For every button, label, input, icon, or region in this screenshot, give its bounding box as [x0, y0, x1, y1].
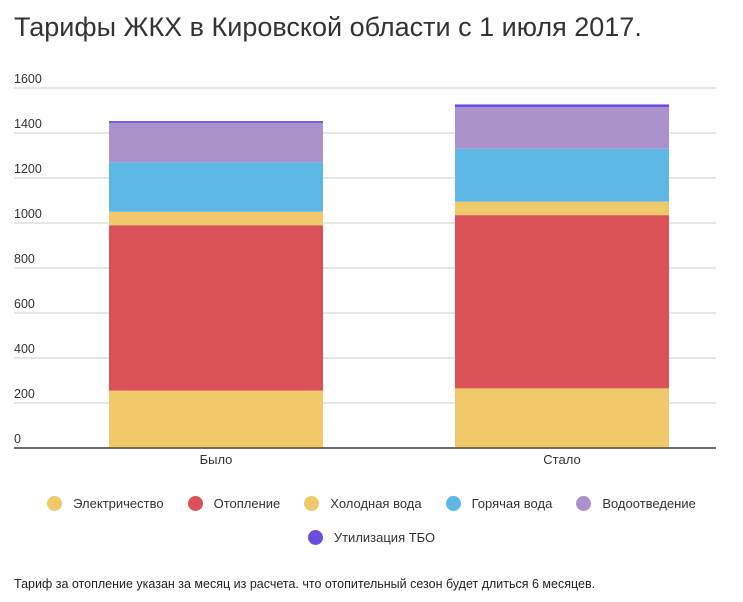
legend-label-cold-water: Холодная вода: [330, 495, 422, 511]
chart-area: 0 200 400 600 800 1000 1200 1400 1600 Было Стало: [14, 72, 716, 467]
bar-segment-0-1[interactable]: [109, 225, 323, 391]
legend-row-2: Утилизация ТБО: [0, 520, 743, 554]
legend-label-waste: Утилизация ТБО: [333, 529, 436, 545]
legend: Электричество Отопление Холодная вода Го…: [0, 486, 743, 554]
legend-swatch-cold-water: [304, 495, 320, 511]
bar-segment-0-5[interactable]: [109, 121, 323, 123]
legend-item-heating[interactable]: Отопление: [187, 488, 281, 518]
legend-swatch-waste: [307, 529, 323, 545]
x-tick-label-1: Стало: [543, 452, 580, 467]
y-tick-label-1400: 1400: [14, 117, 42, 131]
y-tick-label-0: 0: [14, 432, 21, 446]
bar-segment-1-0[interactable]: [455, 388, 669, 448]
legend-swatch-electricity: [47, 495, 63, 511]
x-tick-label-0: Было: [200, 452, 233, 467]
legend-label-heating: Отопление: [213, 495, 281, 511]
legend-item-waste[interactable]: Утилизация ТБО: [307, 522, 436, 552]
legend-label-drainage: Водоотведение: [602, 495, 696, 511]
bar-segment-1-5[interactable]: [455, 104, 669, 108]
legend-item-cold-water[interactable]: Холодная вода: [304, 488, 422, 518]
bar-segment-0-3[interactable]: [109, 162, 323, 212]
legend-swatch-hot-water: [445, 495, 461, 511]
legend-item-drainage[interactable]: Водоотведение: [576, 488, 696, 518]
bar-segment-1-4[interactable]: [455, 107, 669, 149]
legend-swatch-heating: [187, 495, 203, 511]
y-tick-label-1200: 1200: [14, 162, 42, 176]
y-tick-label-600: 600: [14, 297, 35, 311]
bar-segment-0-2[interactable]: [109, 211, 323, 226]
bar-segment-1-1[interactable]: [455, 215, 669, 389]
bar-segment-0-0[interactable]: [109, 390, 323, 448]
y-tick-label-1600: 1600: [14, 72, 42, 86]
bar-segment-0-4[interactable]: [109, 122, 323, 163]
y-tick-label-800: 800: [14, 252, 35, 266]
bar-segment-1-2[interactable]: [455, 201, 669, 216]
legend-row-1: Электричество Отопление Холодная вода Го…: [0, 486, 743, 520]
y-tick-label-1000: 1000: [14, 207, 42, 221]
legend-item-hot-water[interactable]: Горячая вода: [445, 488, 553, 518]
y-tick-label-200: 200: [14, 387, 35, 401]
legend-item-electricity[interactable]: Электричество: [47, 488, 164, 518]
chart-title: Тарифы ЖКХ в Кировской области с 1 июля …: [14, 12, 642, 42]
legend-label-electricity: Электричество: [73, 495, 164, 511]
legend-label-hot-water: Горячая вода: [471, 495, 553, 511]
legend-swatch-drainage: [576, 495, 592, 511]
footnote: Тариф за отопление указан за месяц из ра…: [14, 577, 596, 591]
y-tick-label-400: 400: [14, 342, 35, 356]
bar-segment-1-3[interactable]: [455, 148, 669, 202]
